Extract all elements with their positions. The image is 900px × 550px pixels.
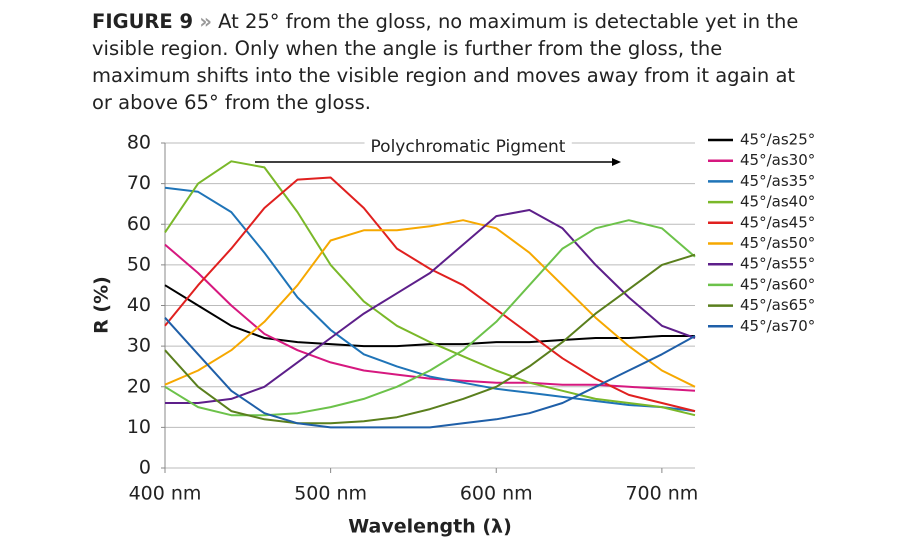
y-tick-label: 40 xyxy=(127,294,151,316)
y-tick-label: 70 xyxy=(127,172,151,194)
legend-label: 45°/as70° xyxy=(740,317,815,335)
data-line xyxy=(164,219,696,417)
data-line xyxy=(164,284,695,348)
legend-label: 45°/as60° xyxy=(740,275,815,293)
legend-label: 45°/as50° xyxy=(740,234,815,252)
x-tick-label: 400 nm xyxy=(129,483,202,505)
data-line xyxy=(164,219,696,388)
legend-label: 45°/as65° xyxy=(740,296,815,314)
data-line xyxy=(164,186,696,413)
x-tick-label: 500 nm xyxy=(294,483,367,505)
annotation: Polychromatic Pigment xyxy=(371,137,566,157)
y-tick-label: 50 xyxy=(127,253,151,275)
x-axis-label: Wavelength (λ) xyxy=(348,516,512,538)
y-tick-label: 20 xyxy=(127,375,151,397)
figure-label: FIGURE 9 xyxy=(92,10,194,33)
caption: FIGURE 9 » At 25° from the gloss, no max… xyxy=(92,8,812,116)
x-tick-label: 600 nm xyxy=(460,483,533,505)
legend-label: 45°/as30° xyxy=(740,151,815,169)
legend-label: 45°/as40° xyxy=(740,193,815,211)
legend-label: 45°/as25° xyxy=(740,131,815,149)
data-line xyxy=(164,176,696,413)
separator: » xyxy=(199,10,212,33)
y-axis-label: R (%) xyxy=(91,276,113,334)
legend-label: 45°/as35° xyxy=(740,172,815,190)
y-tick-label: 0 xyxy=(139,457,151,479)
data-line xyxy=(164,317,696,429)
data-line xyxy=(164,243,696,392)
x-tick-label: 700 nm xyxy=(625,483,698,505)
legend-label: 45°/as55° xyxy=(740,255,815,273)
y-tick-label: 60 xyxy=(127,213,151,235)
y-tick-label: 10 xyxy=(127,416,151,438)
annotation-bg xyxy=(364,137,572,157)
y-tick-label: 30 xyxy=(127,335,151,357)
arrow-head xyxy=(612,158,621,166)
data-line xyxy=(165,209,696,404)
legend-label: 45°/as45° xyxy=(740,213,815,231)
data-line xyxy=(164,253,696,425)
y-tick-label: 80 xyxy=(127,132,151,154)
chart-title: At 25° from the gloss, no maximum is det… xyxy=(92,10,799,114)
data-line xyxy=(164,160,696,417)
